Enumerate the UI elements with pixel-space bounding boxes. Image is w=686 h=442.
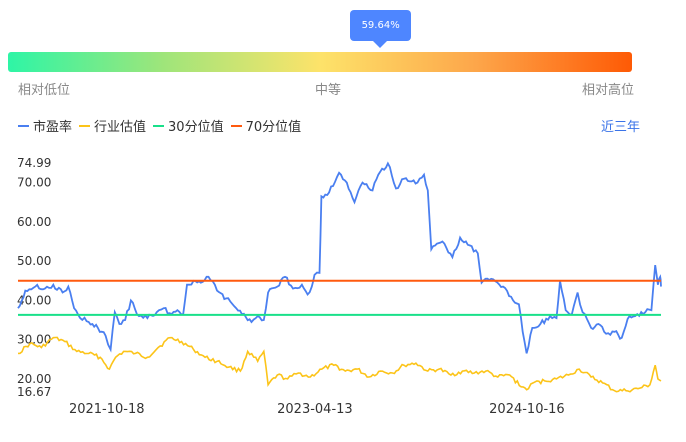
legend-swatch-p70 [230,124,242,127]
x-tick-label: 2023-04-13 [277,402,353,417]
legend-item-pe[interactable]: 市盈率 [18,116,72,135]
legend-label-industry: 行业估值 [94,120,147,135]
y-tick-label: 50.00 [17,254,51,268]
legend-label-p30: 30分位值 [168,120,224,135]
y-tick-label: 40.00 [17,293,51,307]
legend-swatch-p30 [153,124,165,127]
y-tick-label: 74.99 [17,156,51,170]
percentile-marker-label: 59.64% [361,20,400,31]
gauge-high-label: 相对高位 [582,83,635,98]
valuation-gauge-bar [8,52,632,72]
series-line-industry [17,336,662,393]
x-tick-label: 2024-10-16 [489,402,565,417]
legend-item-p70[interactable]: 70分位值 [230,116,302,135]
y-tick-label: 20.00 [17,372,51,386]
x-axis: 2021-10-18 2023-04-13 2024-10-16 [69,402,565,417]
series-line-pe [17,161,662,354]
y-tick-label: 16.67 [17,385,51,399]
gauge-low-label: 相对低位 [18,83,71,98]
legend-label-p70: 70分位值 [245,120,302,135]
period-selector[interactable]: 近三年 [600,120,640,135]
x-tick-label: 2021-10-18 [69,402,145,417]
y-tick-label: 60.00 [17,215,51,229]
y-tick-label: 30.00 [17,333,51,347]
percentile-marker-tooltip: 59.64% [350,10,412,48]
legend-label-pe: 市盈率 [33,120,73,135]
legend-swatch-pe [18,124,29,127]
legend-item-p30[interactable]: 30分位值 [153,116,224,135]
chart-legend: 市盈率 行业估值 30分位值 70分位值 [18,116,308,135]
gauge-mid-label: 中等 [315,83,342,98]
legend-swatch-industry [79,124,91,127]
y-tick-label: 70.00 [17,176,51,190]
legend-item-industry[interactable]: 行业估值 [79,116,146,135]
